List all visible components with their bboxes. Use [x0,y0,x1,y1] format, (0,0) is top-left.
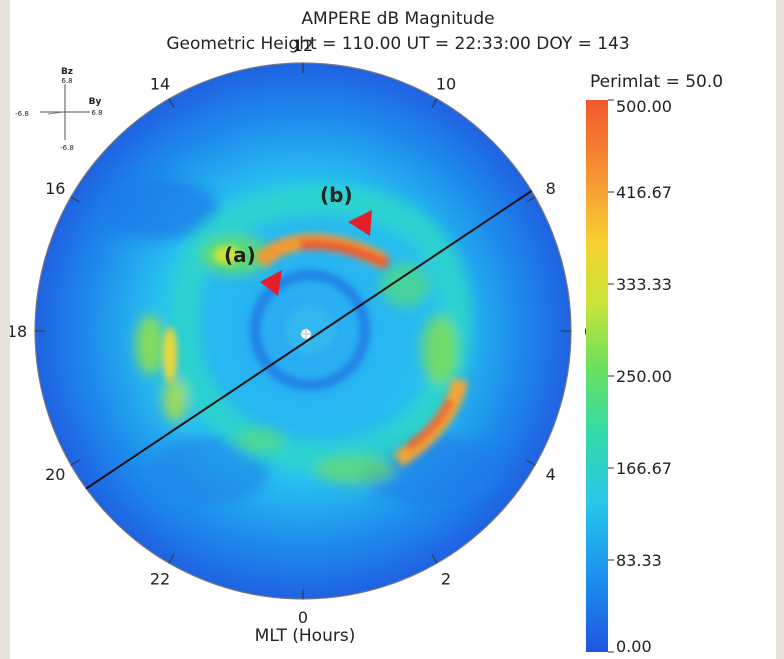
satellite-track-line [85,190,533,490]
mlt-tick-mark [168,554,175,564]
imf-bz-neg: -6.8 [60,144,74,152]
mlt-tick-label: 20 [45,465,65,484]
imf-by-label: By [89,97,102,107]
annotation-a: (a) [224,243,282,296]
mlt-tick-mark [526,196,536,203]
colorbar-tick-label: 333.33 [616,275,672,294]
mlt-tick-mark [168,98,175,108]
mlt-ticks: 1210864202220181614 [10,36,594,627]
mlt-tick-mark [526,459,536,466]
mlt-tick-label: 8 [546,179,556,198]
colorbar-tick-label: 500.00 [616,97,672,116]
mlt-tick-label: 10 [436,74,456,93]
x-axis-label: MLT (Hours) [255,626,356,646]
mlt-tick-label: 16 [45,179,65,198]
mlt-tick-label: 2 [441,570,451,589]
pole-marker [300,328,312,340]
colorbar-tick-label: 0.00 [616,637,652,656]
mlt-tick-label: 4 [546,465,556,484]
mlt-tick-label: 0 [298,608,308,627]
mlt-tick-label: 14 [150,74,170,93]
colorbar-tick-label: 83.33 [616,551,662,570]
polar-map-figure: AMPERE dB Magnitude Geometric Height = 1… [10,9,723,656]
annotation-b-label: (b) [320,183,353,207]
mlt-tick-mark [70,459,80,466]
mlt-tick-mark [431,98,438,108]
annotation-b-arrow [348,210,372,236]
annotation-a-arrow [260,270,282,296]
mlt-tick-label: 18 [10,322,27,341]
colorbar-tick-label: 250.00 [616,367,672,386]
colorbar-ticks: 500.00 416.67 333.33 250.00 166.67 83.33 0.00 [608,97,672,656]
plot-panel: AMPERE dB Magnitude Geometric Height = 1… [10,0,776,659]
annotation-a-label: (a) [224,243,256,267]
perimlat-label: Perimlat = 50.0 [590,72,723,92]
imf-bz-value: 6.8 [61,77,72,85]
chart-title: AMPERE dB Magnitude [301,9,494,29]
annotation-b: (b) [320,183,372,236]
mlt-tick-mark [70,196,80,203]
imf-by-value: 6.8 [91,109,102,117]
chart-subtitle: Geometric Height = 110.00 UT = 22:33:00 … [166,34,629,54]
mlt-tick-label: 12 [293,36,313,55]
colorbar [586,100,608,652]
imf-clock-dial: Bz 6.8 By 6.8 -6.8 -6.8 [15,67,102,152]
colorbar-tick-label: 416.67 [616,183,672,202]
mlt-tick-label: 22 [150,570,170,589]
mlt-tick-mark [431,554,438,564]
imf-bz-label: Bz [61,67,73,77]
imf-by-neg: -6.8 [15,110,29,118]
colorbar-tick-label: 166.67 [616,459,672,478]
